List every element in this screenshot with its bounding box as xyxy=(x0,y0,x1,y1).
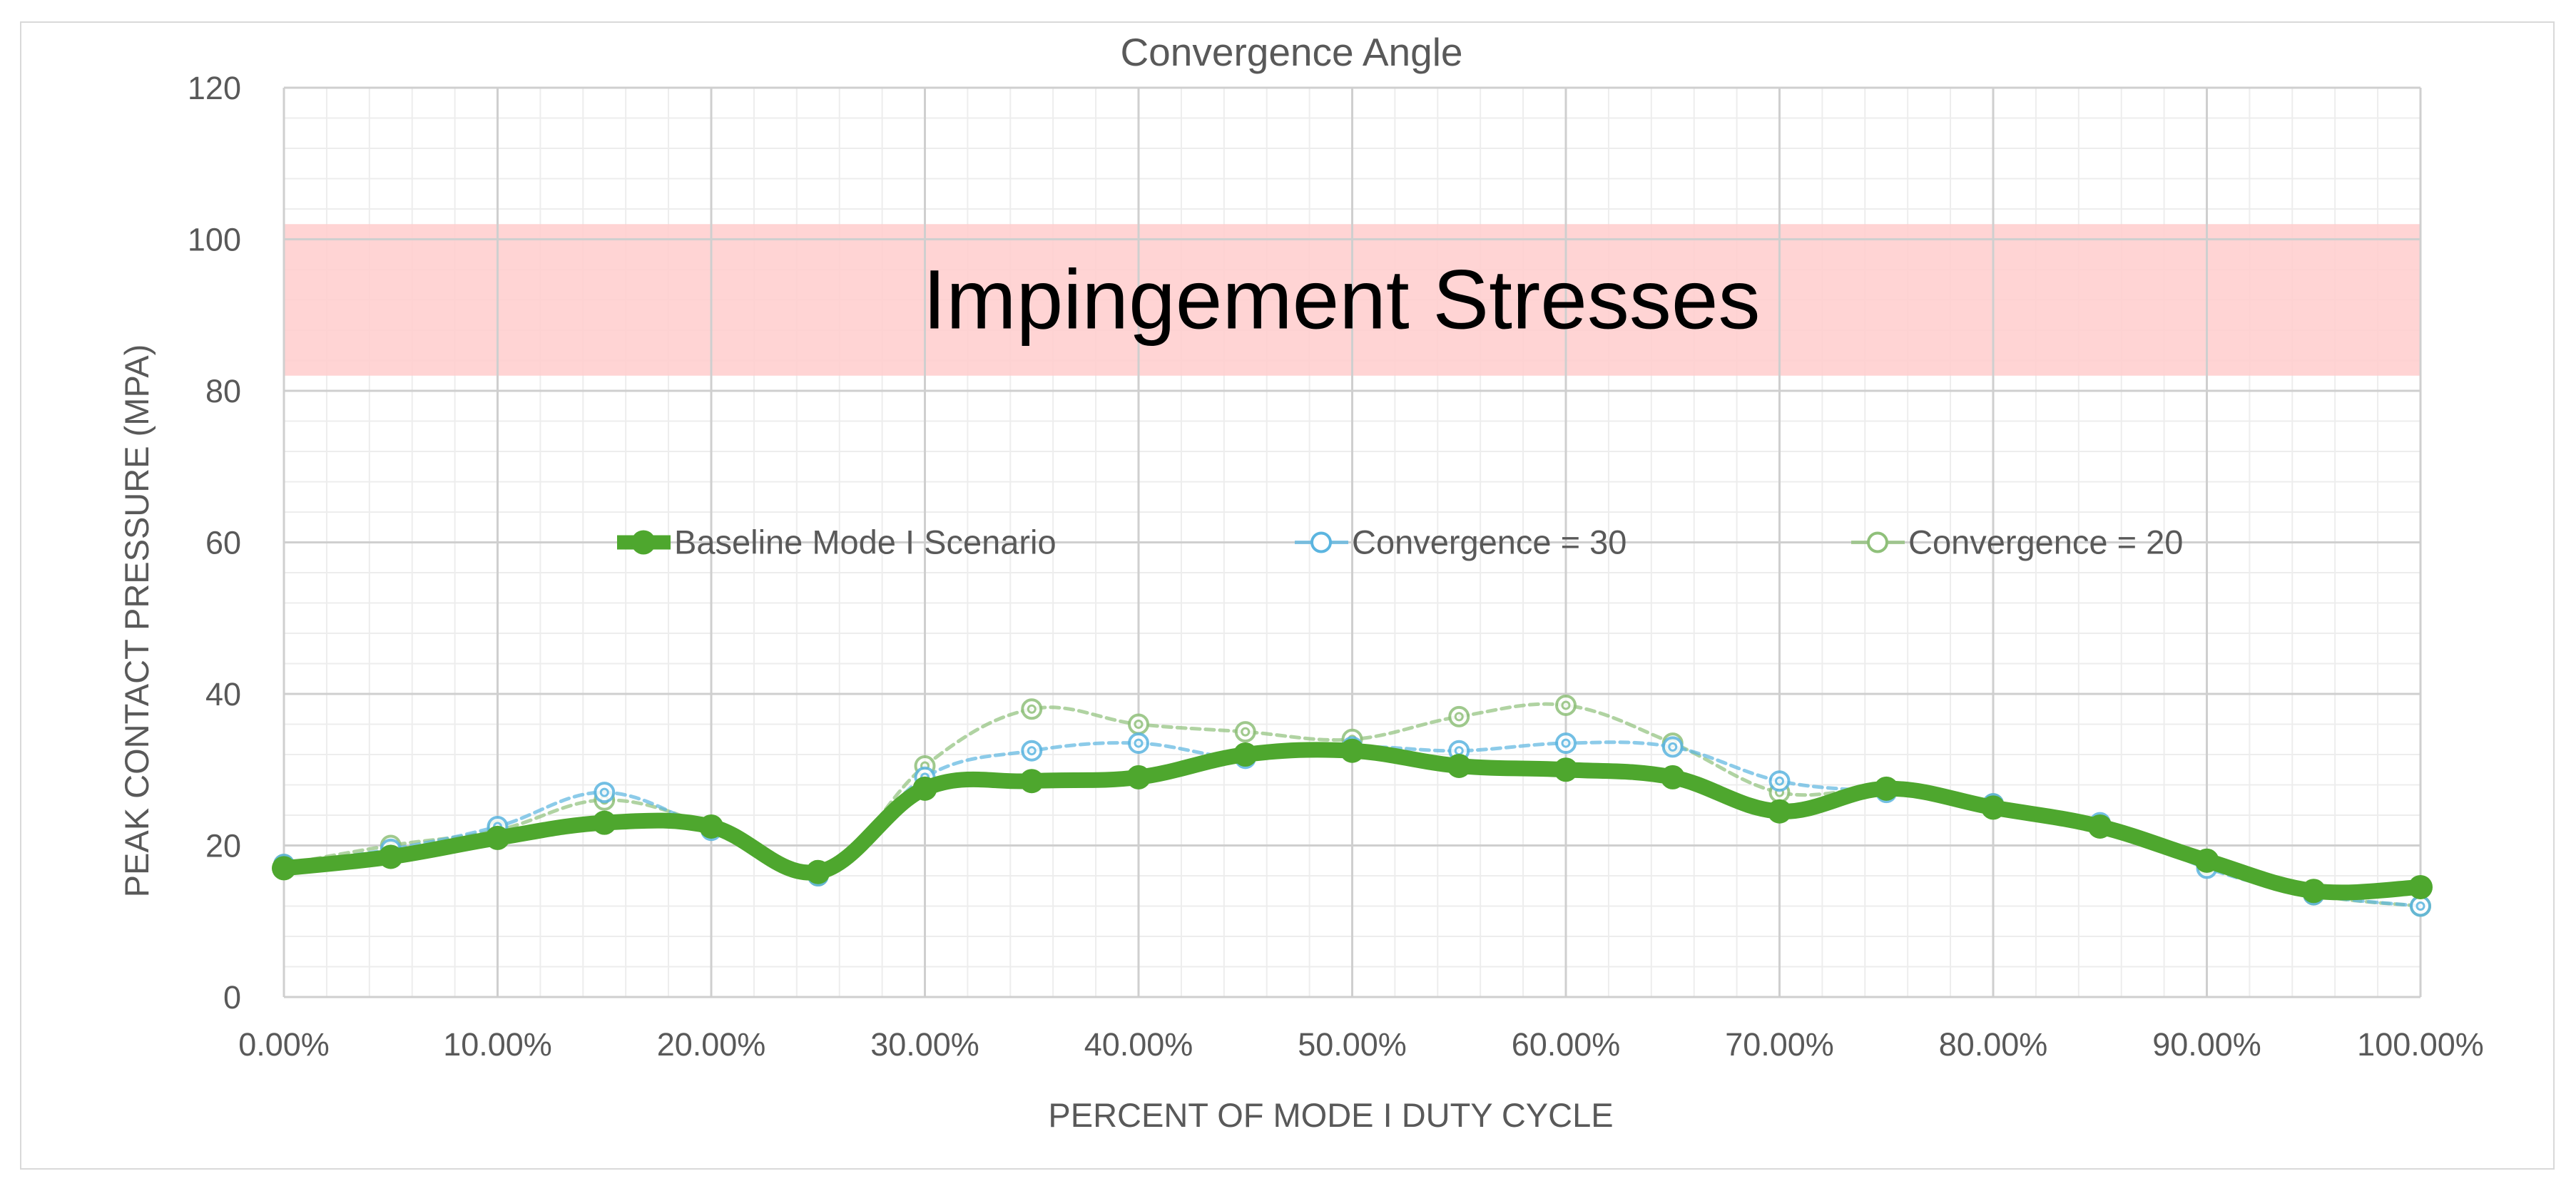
y-tick-label: 100 xyxy=(188,222,241,258)
data-point-ring xyxy=(1021,740,1043,762)
y-tick-label: 20 xyxy=(205,828,241,864)
data-point xyxy=(485,825,510,850)
data-point-core xyxy=(1027,704,1037,714)
y-tick-label: 120 xyxy=(188,70,241,106)
data-point-ring xyxy=(1234,721,1256,743)
y-tick-label: 60 xyxy=(205,525,241,561)
data-point xyxy=(1661,736,1684,758)
data-point xyxy=(1660,765,1685,789)
data-point xyxy=(1768,770,1791,792)
data-point-ring xyxy=(1128,732,1149,755)
data-point xyxy=(594,782,616,804)
x-tick-label: 40.00% xyxy=(1084,1026,1193,1063)
x-tick-label: 80.00% xyxy=(1939,1026,2048,1063)
x-tick-label: 10.00% xyxy=(443,1026,552,1063)
data-point xyxy=(1128,713,1149,735)
x-tick-label: 20.00% xyxy=(657,1026,766,1063)
data-point xyxy=(1019,769,1044,794)
x-tick-label: 90.00% xyxy=(2152,1026,2261,1063)
x-tick-label: 50.00% xyxy=(1298,1026,1407,1063)
data-point xyxy=(1233,742,1258,767)
legend-swatch-marker xyxy=(1310,531,1332,553)
data-point xyxy=(1555,732,1577,755)
y-tick-label: 40 xyxy=(205,676,241,712)
series-0 xyxy=(272,738,2433,904)
x-tick-label: 30.00% xyxy=(870,1026,979,1063)
data-point xyxy=(1021,698,1043,720)
y-axis-title: PEAK CONTACT PRESSURE (MPA) xyxy=(118,344,156,898)
legend-label: Convergence = 30 xyxy=(1352,523,1626,561)
data-point xyxy=(272,856,296,881)
data-point xyxy=(2194,848,2219,873)
data-point-core xyxy=(1561,738,1571,748)
x-axis-ticks: 0.00% 10.00% 20.00% 30.00% 40.00% 50.00% 60.00… xyxy=(238,1026,2484,1063)
legend-swatch-marker xyxy=(631,530,656,555)
legend-label: Baseline Mode I Scenario xyxy=(674,523,1057,561)
data-point xyxy=(1874,776,1899,801)
y-tick-label: 80 xyxy=(205,373,241,409)
data-point-ring xyxy=(594,782,616,804)
data-point xyxy=(1981,795,2005,820)
band-label: Impingement Stresses xyxy=(923,253,1761,347)
data-point-ring xyxy=(2410,895,2431,917)
data-point xyxy=(699,814,723,839)
data-point xyxy=(2301,879,2326,904)
data-point xyxy=(1021,740,1043,762)
legend-swatch-marker xyxy=(1867,531,1888,553)
major-grid xyxy=(282,86,2422,998)
data-point-ring xyxy=(1128,713,1149,735)
chart-title: Convergence Angle xyxy=(1120,30,1462,74)
data-point-core xyxy=(1027,746,1037,756)
data-point xyxy=(805,859,830,884)
data-point-ring xyxy=(1021,698,1043,720)
data-point-core xyxy=(1668,742,1678,752)
x-tick-label: 70.00% xyxy=(1725,1026,1834,1063)
legend-item-2: Convergence = 20 xyxy=(1851,523,2183,561)
series-group xyxy=(272,694,2433,917)
data-point-ring xyxy=(1661,736,1684,758)
data-point xyxy=(1555,694,1577,716)
data-point xyxy=(2410,895,2431,917)
data-point xyxy=(2087,814,2112,839)
y-axis-ticks: 0 20 40 60 80 100 120 xyxy=(188,70,241,1016)
x-tick-label: 100.00% xyxy=(2357,1026,2484,1063)
x-axis-title: PERCENT OF MODE I DUTY CYCLE xyxy=(1048,1096,1613,1134)
data-point xyxy=(592,810,617,835)
data-point-ring xyxy=(1555,694,1577,716)
data-point xyxy=(1126,765,1151,789)
legend-label: Convergence = 20 xyxy=(1908,523,2183,561)
data-point xyxy=(1554,757,1578,782)
data-point-core xyxy=(1775,776,1784,786)
data-point-core xyxy=(1134,720,1144,729)
data-point-core xyxy=(1454,712,1464,722)
data-point xyxy=(2408,874,2433,899)
x-tick-label: 0.00% xyxy=(238,1026,330,1063)
x-tick-label: 60.00% xyxy=(1512,1026,1621,1063)
line-chart: Convergence Angle Impingement Stresses 0… xyxy=(118,30,2484,1134)
data-point-core xyxy=(1134,738,1144,748)
legend-item-0: Baseline Mode I Scenario xyxy=(617,523,1057,561)
data-point-ring xyxy=(1448,705,1470,727)
legend-item-1: Convergence = 30 xyxy=(1295,523,1626,561)
y-tick-label: 0 xyxy=(223,979,241,1016)
data-point-core xyxy=(2415,901,2425,911)
data-point xyxy=(1340,738,1365,763)
data-point-core xyxy=(1241,727,1251,737)
data-point xyxy=(1447,753,1472,778)
data-point xyxy=(1448,705,1470,727)
data-point xyxy=(1128,732,1149,755)
data-point-ring xyxy=(1768,770,1791,792)
data-point xyxy=(1234,721,1256,743)
data-point xyxy=(912,776,937,801)
legend: Baseline Mode I Scenario Convergence = 30… xyxy=(617,523,2183,561)
chart-frame: Convergence Angle Impingement Stresses 0… xyxy=(20,21,2555,1170)
data-point-core xyxy=(599,787,609,797)
data-point xyxy=(378,844,403,869)
data-point xyxy=(1767,799,1792,824)
data-point-ring xyxy=(1555,732,1577,755)
data-point-core xyxy=(1561,700,1571,710)
